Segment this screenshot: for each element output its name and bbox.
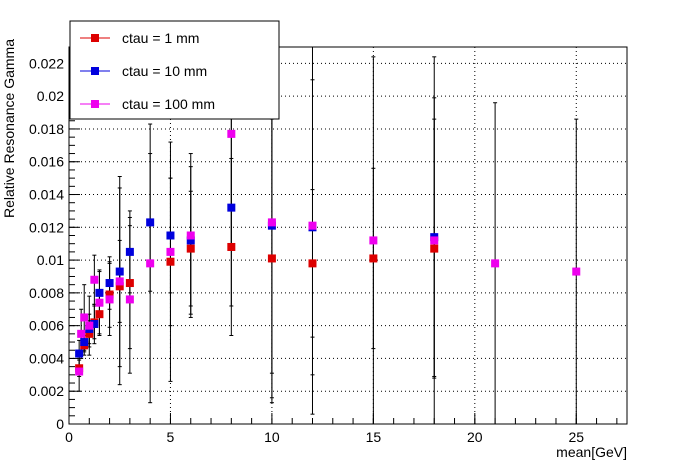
data-point bbox=[369, 236, 378, 245]
y-tick-label: 0.018 bbox=[29, 121, 64, 137]
x-axis-title: mean[GeV] bbox=[556, 444, 627, 460]
data-point bbox=[308, 221, 317, 230]
y-tick-label: 0.012 bbox=[29, 219, 64, 235]
data-point bbox=[90, 275, 99, 284]
data-point bbox=[227, 203, 236, 212]
x-tick-label: 15 bbox=[366, 429, 382, 445]
data-point bbox=[75, 367, 84, 376]
data-point bbox=[166, 231, 175, 240]
x-tick-label: 10 bbox=[264, 429, 280, 445]
data-point bbox=[105, 295, 114, 304]
data-point bbox=[115, 282, 124, 291]
data-point bbox=[267, 254, 276, 263]
data-point bbox=[308, 259, 317, 268]
y-tick-label: 0 bbox=[56, 416, 64, 432]
data-point bbox=[430, 244, 439, 253]
y-axis-title: Relative Resonance Gamma bbox=[1, 39, 17, 218]
y-tick-label: 0.006 bbox=[29, 318, 64, 334]
data-point bbox=[186, 244, 195, 253]
y-tick-label: 0.008 bbox=[29, 285, 64, 301]
y-tick-label: 0.02 bbox=[37, 88, 64, 104]
data-point bbox=[369, 254, 378, 263]
y-tick-label: 0.002 bbox=[29, 383, 64, 399]
data-point bbox=[95, 288, 104, 297]
legend-label: ctau = 1 mm bbox=[122, 30, 199, 46]
data-point bbox=[80, 338, 89, 347]
x-tick-label: 25 bbox=[568, 429, 584, 445]
data-point bbox=[430, 236, 439, 245]
axes: 0 0.002 0.004 0.006 0.008 0.01 0.012 0.014 0.016… bbox=[29, 46, 618, 445]
data-point bbox=[95, 298, 104, 307]
data-point bbox=[227, 129, 236, 138]
legend-box bbox=[69, 20, 280, 120]
data-point bbox=[77, 329, 86, 338]
data-point bbox=[85, 321, 94, 330]
data-point bbox=[491, 259, 500, 268]
legend-marker bbox=[91, 34, 99, 42]
legend-label: ctau = 100 mm bbox=[122, 96, 215, 112]
y-tick-label: 0.004 bbox=[29, 350, 64, 366]
data-point bbox=[115, 267, 124, 276]
data-point bbox=[125, 295, 134, 304]
data-marks bbox=[75, 47, 581, 425]
y-tick-label: 0.022 bbox=[29, 55, 64, 71]
x-tick-label: 0 bbox=[65, 429, 73, 445]
data-point bbox=[80, 313, 89, 322]
x-tick-label: 5 bbox=[167, 429, 175, 445]
y-tick-label: 0.01 bbox=[37, 252, 64, 268]
data-point bbox=[115, 277, 124, 286]
data-point bbox=[166, 247, 175, 256]
legend-label: ctau = 10 mm bbox=[122, 63, 207, 79]
data-point bbox=[90, 320, 99, 329]
data-point bbox=[125, 279, 134, 288]
data-point bbox=[125, 247, 134, 256]
x-tick-label: 20 bbox=[467, 429, 483, 445]
data-point bbox=[85, 329, 94, 338]
data-point bbox=[186, 236, 195, 245]
data-point bbox=[186, 231, 195, 240]
data-point bbox=[95, 310, 104, 319]
data-point bbox=[146, 218, 155, 227]
data-point bbox=[166, 257, 175, 266]
legend-marker bbox=[91, 67, 99, 75]
data-point bbox=[105, 279, 114, 288]
data-point bbox=[572, 267, 581, 276]
legend-marker bbox=[91, 100, 99, 108]
data-point bbox=[267, 218, 276, 227]
y-tick-label: 0.014 bbox=[29, 187, 64, 203]
data-point bbox=[105, 290, 114, 299]
data-point bbox=[227, 242, 236, 251]
y-tick-label: 0.016 bbox=[29, 154, 64, 170]
data-point bbox=[146, 259, 155, 268]
data-point bbox=[75, 349, 84, 358]
legend: ctau = 1 mm ctau = 10 mm ctau = 100 mm bbox=[69, 20, 280, 120]
